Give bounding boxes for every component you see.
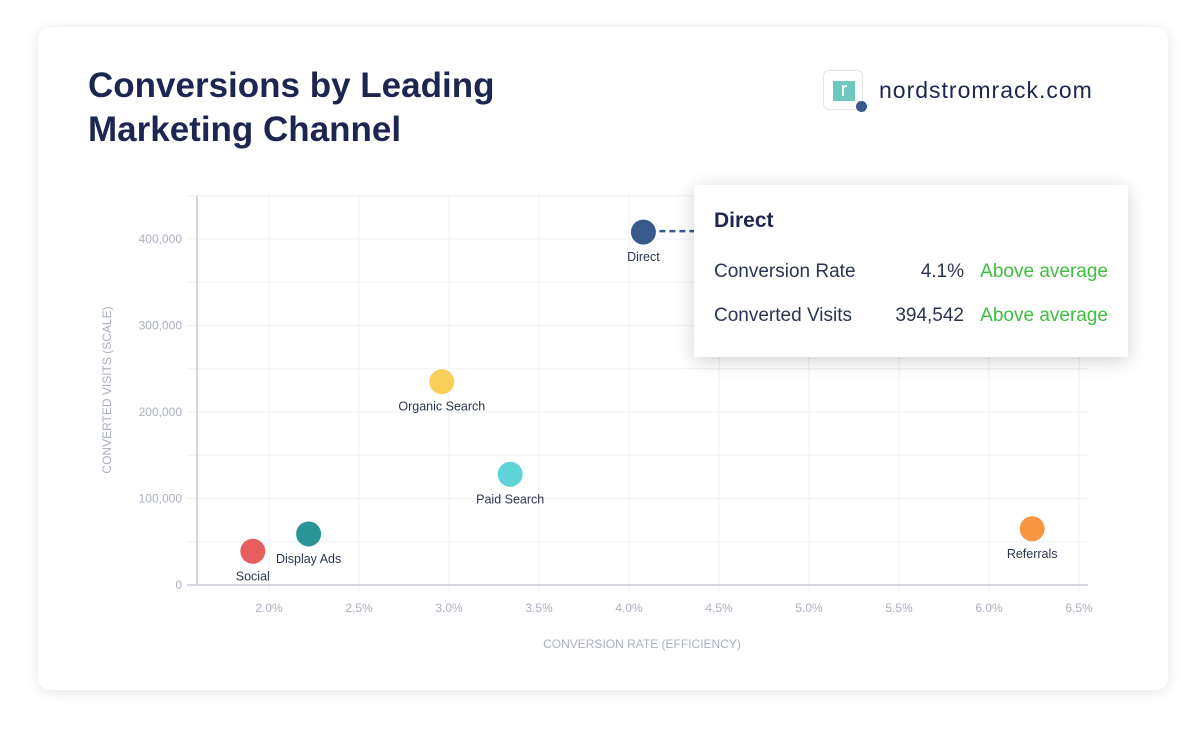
point-label: Display Ads <box>276 552 341 566</box>
tooltip-value: 4.1% <box>920 261 964 282</box>
y-tick-label: 0 <box>175 578 182 592</box>
x-tick-label: 2.5% <box>345 601 373 615</box>
point-label: Direct <box>627 250 660 264</box>
brand-logo-icon: r <box>823 70 867 112</box>
brand: r nordstromrack.com <box>823 70 1093 112</box>
y-tick-label: 300,000 <box>139 319 183 333</box>
x-axis-label: CONVERSION RATE (EFFICIENCY) <box>543 637 741 651</box>
tooltip-label: Converted Visits <box>714 305 852 326</box>
point-label: Social <box>236 569 270 583</box>
point-label: Organic Search <box>398 400 485 414</box>
x-tick-label: 2.0% <box>255 601 283 615</box>
x-tick-label: 6.0% <box>975 601 1003 615</box>
y-axis-label: CONVERTED VISITS (SCALE) <box>100 306 114 473</box>
tooltip-comparison: Above average <box>980 261 1108 282</box>
brand-name: nordstromrack.com <box>879 76 1093 103</box>
tooltip-title: Direct <box>714 209 774 232</box>
y-tick-label: 200,000 <box>139 405 183 419</box>
x-tick-label: 4.5% <box>705 601 733 615</box>
tooltip-value: 394,542 <box>895 305 964 326</box>
point-paid-search <box>497 461 523 487</box>
x-tick-label: 5.5% <box>885 601 913 615</box>
point-social <box>240 538 266 564</box>
x-tick-label: 3.0% <box>435 601 463 615</box>
logo-letter: r <box>833 80 855 101</box>
point-display-ads <box>296 521 322 547</box>
point-organic-search <box>429 369 455 395</box>
y-tick-label: 100,000 <box>139 492 183 506</box>
logo-dot <box>856 101 867 112</box>
point-direct <box>630 219 656 245</box>
tooltip-label: Conversion Rate <box>714 261 856 282</box>
x-tick-label: 5.0% <box>795 601 823 615</box>
tooltip: Direct Conversion Rate 4.1% Above averag… <box>694 185 1128 357</box>
chart-card <box>38 27 1168 690</box>
tooltip-comparison: Above average <box>980 305 1108 326</box>
page-title: Conversions by Leading Marketing Channel <box>88 66 495 149</box>
point-label: Referrals <box>1007 547 1058 561</box>
point-referrals <box>1019 516 1045 542</box>
x-tick-label: 6.5% <box>1065 601 1093 615</box>
point-label: Paid Search <box>476 492 544 506</box>
x-tick-label: 3.5% <box>525 601 553 615</box>
x-tick-label: 4.0% <box>615 601 643 615</box>
y-tick-label: 400,000 <box>139 232 183 246</box>
